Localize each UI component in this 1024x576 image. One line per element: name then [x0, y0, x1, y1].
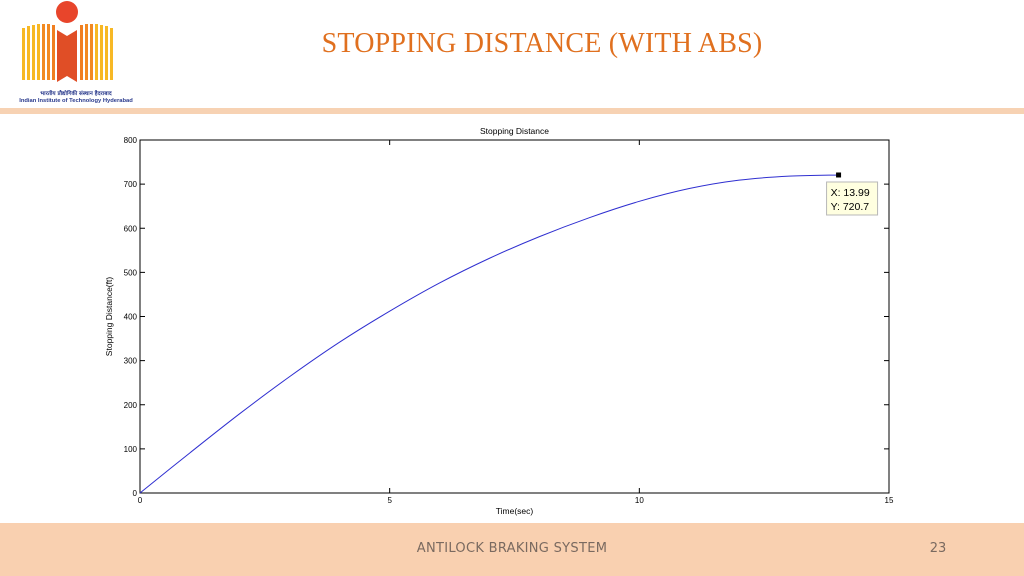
- logo-bars-left: [22, 24, 55, 80]
- logo-hindi-text: भारतीय प्रौद्योगिकी संस्थान हैदराबाद: [40, 91, 112, 97]
- x-tick-label: 10: [635, 496, 644, 505]
- y-tick-label: 100: [124, 445, 138, 454]
- iith-logo-mark: [22, 1, 113, 82]
- footer-bar: ANTILOCK BRAKING SYSTEM 23: [0, 523, 1024, 576]
- y-tick-label: 600: [124, 224, 138, 233]
- logo-bars-right: [80, 24, 113, 80]
- datatip-box: [826, 181, 879, 216]
- datatip-marker[interactable]: [836, 172, 842, 178]
- stopping-distance-chart: Stopping Distance 0 5 10 15 0 100 200 300 400 50…: [100, 118, 900, 522]
- datatip-y-value: Y: 720.7: [831, 201, 870, 213]
- y-tick-label: 500: [124, 268, 138, 277]
- x-tick-labels: 0 5 10 15: [138, 496, 894, 505]
- y-tick-label: 700: [124, 180, 138, 189]
- logo-dot: [56, 1, 78, 23]
- x-tick-label: 15: [885, 496, 894, 505]
- logo-english-text: Indian Institute of Technology Hyderabad: [19, 98, 133, 104]
- x-tick-label: 5: [387, 496, 392, 505]
- plot-area: [139, 139, 890, 494]
- chart-canvas: Stopping Distance 0 5 10 15 0 100 200 300 400 50…: [104, 126, 894, 516]
- page-number: 23: [929, 541, 947, 556]
- y-tick-label: 800: [124, 136, 138, 145]
- y-tick-label: 400: [124, 313, 138, 322]
- axis-ticks: [139, 139, 890, 494]
- y-axis-label: Stopping Distance(ft): [104, 277, 114, 357]
- slide-title: STOPPING DISTANCE (WITH ABS): [321, 28, 763, 59]
- x-tick-label: 0: [138, 496, 143, 505]
- logo-book: [57, 30, 77, 82]
- y-tick-labels: 0 100 200 300 400 500 600 700 800: [124, 136, 138, 498]
- datatip-x-value: X: 13.99: [831, 187, 870, 199]
- footer-title: ANTILOCK BRAKING SYSTEM: [416, 541, 608, 556]
- header-divider: [0, 108, 1024, 114]
- iith-logo: भारतीय प्रौद्योगिकी संस्थान हैदराबाद Ind…: [18, 0, 133, 108]
- y-tick-label: 300: [124, 357, 138, 366]
- x-axis-label: Time(sec): [496, 506, 534, 516]
- y-tick-label: 200: [124, 401, 138, 410]
- datatip[interactable]: X: 13.99 Y: 720.7: [826, 181, 879, 216]
- chart-title: Stopping Distance: [480, 126, 549, 136]
- y-tick-label: 0: [133, 489, 138, 498]
- series-line: [139, 174, 839, 494]
